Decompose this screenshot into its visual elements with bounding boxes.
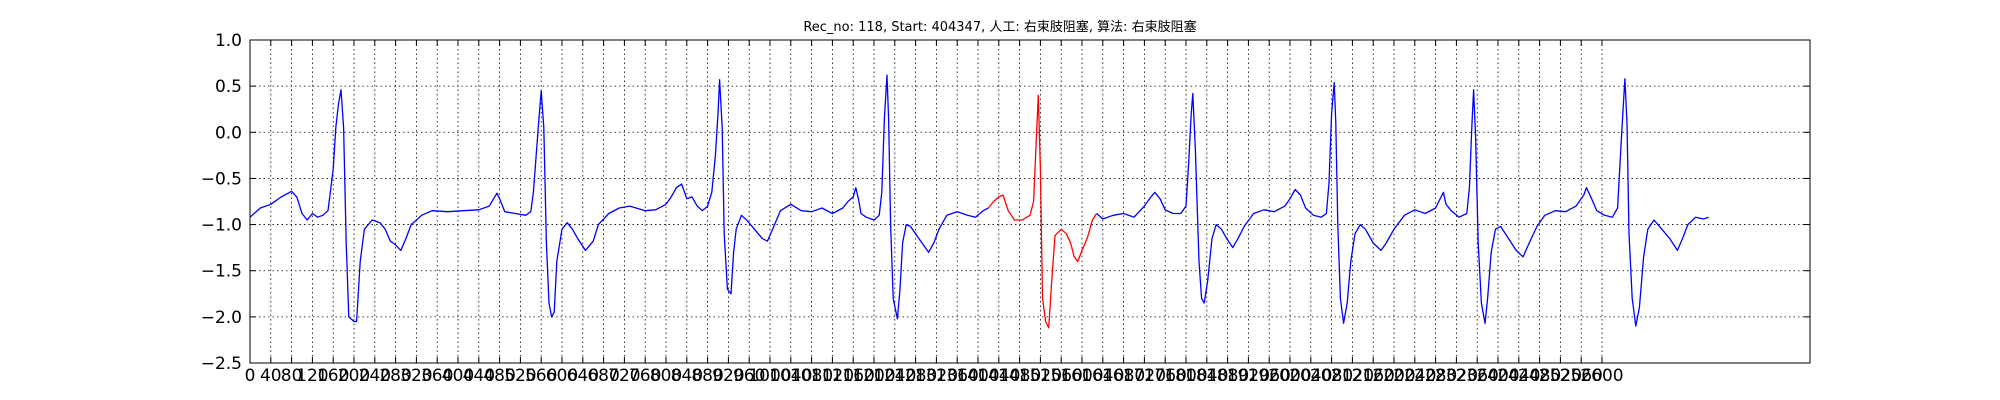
x-tick-label: 1520 [1019,366,1062,386]
x-tick-label: 360 [421,366,453,386]
x-tick-label: 1640 [1081,366,1124,386]
x-tick-label: 880 [691,366,723,386]
x-tick-label: 1840 [1185,366,1228,386]
x-tick-label: 0 [245,366,256,386]
y-tick-label: −2.5 [201,354,242,374]
x-tick-label: 2080 [1310,366,1353,386]
y-tick-label: −0.5 [201,169,242,189]
x-tick-label: 760 [629,366,661,386]
x-tick-label: 440 [463,366,495,386]
x-tick-label: 1560 [1040,366,1083,386]
x-tick-label: 2560 [1560,366,1603,386]
x-tick-label: 160 [317,366,349,386]
x-tick-label: 640 [567,366,599,386]
x-tick-label: 600 [546,366,578,386]
x-tick-label: 2000 [1268,366,1311,386]
x-tick-label: 1720 [1123,366,1166,386]
x-tick-label: 2600 [1580,366,1623,386]
series-lines [249,74,1709,329]
x-tick-label: 840 [671,366,703,386]
x-tick-label: 1200 [852,366,895,386]
x-tick-label: 400 [442,366,474,386]
grid-lines [249,39,1810,364]
x-tick-label: 1960 [1248,366,1291,386]
plot-frame [249,39,1811,364]
x-tick-label: 1080 [790,366,833,386]
ecg-series-line [1096,78,1709,327]
x-tick-label: 480 [483,366,515,386]
x-tick-label: 2200 [1372,366,1415,386]
y-tick-label: −1.0 [201,216,242,236]
x-tick-label: 2360 [1456,366,1499,386]
x-tick-label: 960 [733,366,765,386]
x-tick-label: 680 [587,366,619,386]
x-tick-label: 320 [400,366,432,386]
x-tick-label: 1480 [998,366,1041,386]
x-tick-label: 1400 [956,366,999,386]
y-tick-label: −1.5 [201,262,242,282]
y-tick-label: 0.0 [215,123,242,143]
x-tick-label: 1760 [1144,366,1187,386]
x-tick-label: 2280 [1414,366,1457,386]
y-tick-label: 0.5 [215,77,242,97]
x-tick-label: 1440 [977,366,1020,386]
x-tick-label: 720 [608,366,640,386]
x-tick-label: 2400 [1476,366,1519,386]
x-tick-label: 120 [296,366,328,386]
x-tick-label: 2160 [1352,366,1395,386]
x-tick-label: 2480 [1518,366,1561,386]
x-tick-label: 1040 [769,366,812,386]
x-axis: 0 40 8012016020024028032036040044048052056… [245,40,1624,386]
y-tick-label: 1.0 [215,31,242,51]
ecg-series-line [987,94,1098,329]
x-tick-label: 1120 [811,366,854,386]
ecg-series-line [249,74,989,323]
x-tick-label: 1600 [1060,366,1103,386]
x-tick-label: 1240 [873,366,916,386]
x-tick-label: 1160 [832,366,875,386]
x-tick-label: 520 [504,366,536,386]
x-tick-label: 2040 [1289,366,1332,386]
x-tick-label: 240 [359,366,391,386]
x-tick-label: 1320 [915,366,958,386]
x-tick-label: 1920 [1227,366,1270,386]
x-tick-label: 1360 [936,366,979,386]
x-tick-label: 1880 [1206,366,1249,386]
x-tick-label: 2120 [1331,366,1374,386]
x-tick-label: 2520 [1539,366,1582,386]
x-tick-label: 1800 [1164,366,1207,386]
x-tick-label: 920 [712,366,744,386]
x-tick-label: 1000 [748,366,791,386]
y-axis: 1.0 0.5 0.0 −0.5 −1.0 −1.5 −2.0 −2.5 [201,31,1810,374]
x-tick-label: 280 [379,366,411,386]
x-tick-label: 2320 [1435,366,1478,386]
x-tick-label: 2440 [1497,366,1540,386]
x-tick-label: 560 [525,366,557,386]
x-tick-label: 80 [281,366,303,386]
x-tick-label: 800 [650,366,682,386]
x-tick-label: 1280 [894,366,937,386]
x-tick-label: 2240 [1393,366,1436,386]
x-tick-label: 40 [260,366,282,386]
chart-title: Rec_no: 118, Start: 404347, 人工: 右束肢阻塞, 算… [803,19,1196,35]
x-tick-label: 1680 [1102,366,1145,386]
x-tick-label: 200 [338,366,370,386]
y-tick-label: −2.0 [201,308,242,328]
